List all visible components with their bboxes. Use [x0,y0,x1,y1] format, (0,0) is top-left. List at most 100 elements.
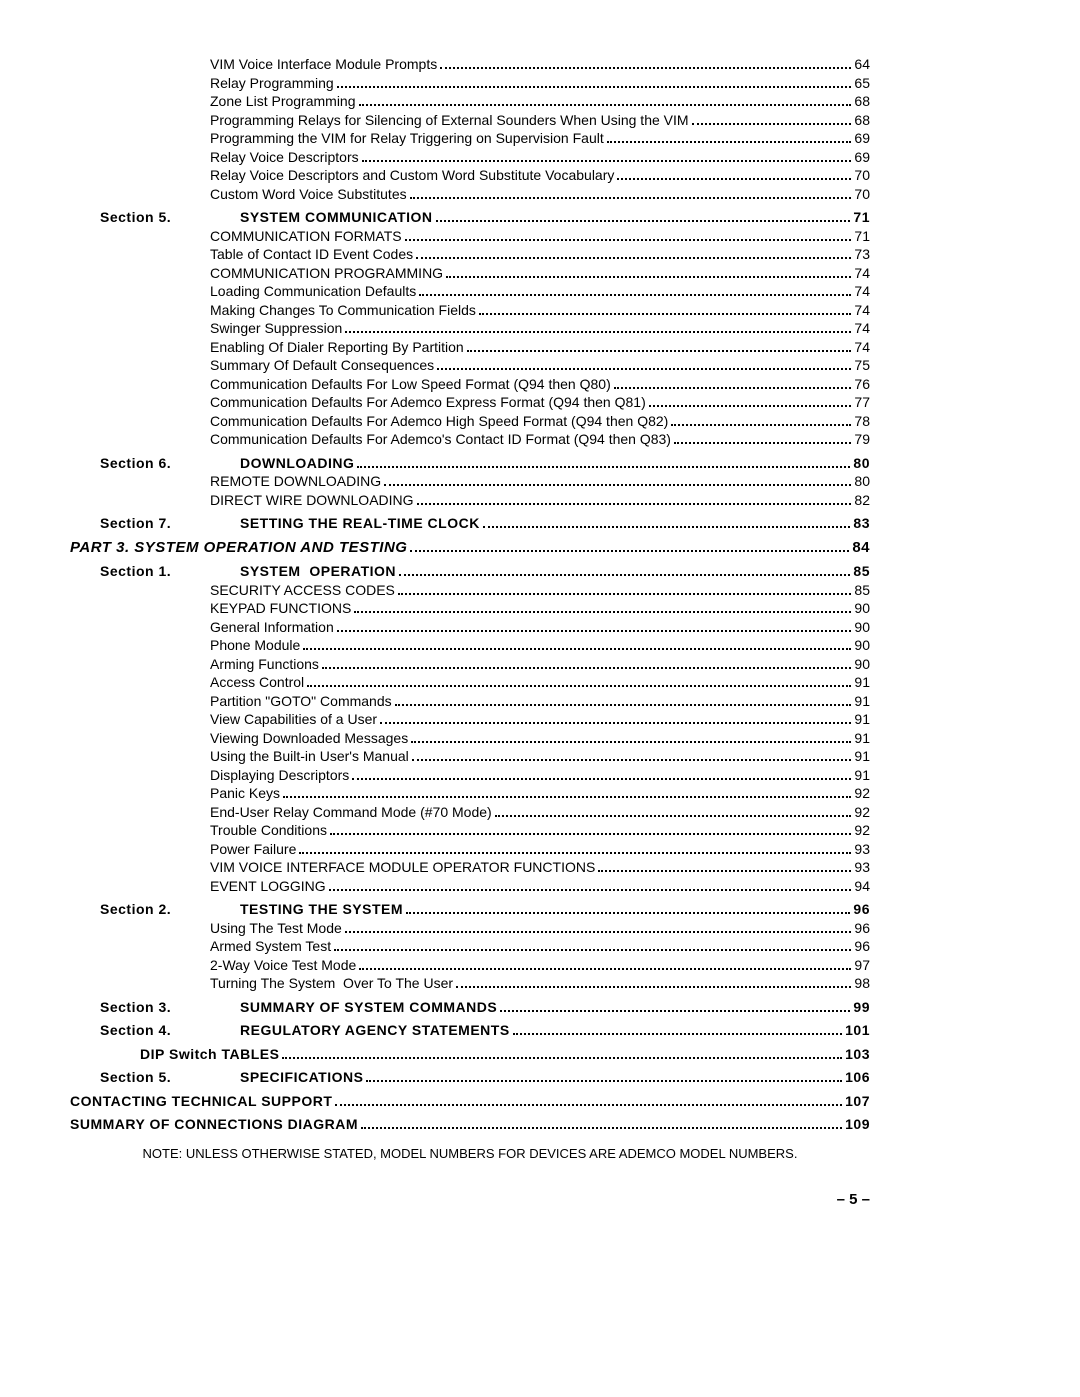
toc-section-label: Section 5. [70,1069,240,1087]
toc-leader-dots [337,86,852,88]
toc-page: 91 [854,674,870,692]
toc-page: 93 [854,859,870,877]
toc-title: VIM VOICE INTERFACE MODULE OPERATOR FUNC… [210,859,595,877]
toc-page: 83 [853,515,870,533]
toc-leader-dots [329,889,852,891]
toc-entry: Table of Contact ID Event Codes 73 [70,246,870,264]
toc-title: Turning The System Over To The User [210,975,453,993]
toc-entry: DIP Switch TABLES103 [70,1046,870,1064]
toc-title: REGULATORY AGENCY STATEMENTS [240,1022,510,1040]
toc-page: 85 [854,582,870,600]
toc-entry: Phone Module90 [70,637,870,655]
toc-title: SUMMARY OF CONNECTIONS DIAGRAM [70,1116,358,1134]
toc-title: Table of Contact ID Event Codes [210,246,413,264]
toc-entry: COMMUNICATION PROGRAMMING74 [70,265,870,283]
toc-entry: Programming Relays for Silencing of Exte… [70,112,870,130]
toc-title: Relay Programming [210,75,334,93]
toc-page: 90 [854,619,870,637]
toc-leader-dots [359,968,851,970]
toc-entry: Power Failure93 [70,841,870,859]
toc-section-label: Section 2. [70,901,240,919]
toc-page: 74 [854,265,870,283]
toc-entry: SUMMARY OF CONNECTIONS DIAGRAM109 [70,1116,870,1134]
toc-entry: Communication Defaults For Ademco High S… [70,413,870,431]
toc-leader-dots [362,160,852,162]
toc-page: 90 [854,637,870,655]
toc-page: 91 [854,730,870,748]
toc-entry: Section 5.SYSTEM COMMUNICATION71 [70,209,870,227]
toc-entry: Loading Communication Defaults74 [70,283,870,301]
toc-title: SPECIFICATIONS [240,1069,363,1087]
toc-page: 99 [853,999,870,1017]
toc-title: SYSTEM OPERATION [240,563,396,581]
toc-page: 107 [845,1093,870,1111]
toc-title: Panic Keys [210,785,280,803]
toc-leader-dots [303,648,851,650]
toc-section-label: Section 5. [70,209,240,227]
toc-leader-dots [337,630,852,632]
toc-page: 80 [854,473,870,491]
toc-title: Programming the VIM for Relay Triggering… [210,130,604,148]
toc-leader-dots [412,759,852,761]
toc-page: 91 [854,748,870,766]
toc-leader-dots [437,368,851,370]
toc-title: General Information [210,619,334,637]
toc-entry: Partition "GOTO" Commands91 [70,693,870,711]
toc-leader-dots [410,550,849,552]
toc-entry: Zone List Programming 68 [70,93,870,111]
toc-leader-dots [354,611,851,613]
toc-title: Using The Test Mode [210,920,342,938]
toc-page: 92 [854,785,870,803]
toc-page: 73 [854,246,870,264]
toc-page: 91 [854,693,870,711]
toc-entry: Relay Programming65 [70,75,870,93]
toc-entry: COMMUNICATION FORMATS71 [70,228,870,246]
toc-entry: Section 5.SPECIFICATIONS 106 [70,1069,870,1087]
toc-entry: Relay Voice Descriptors and Custom Word … [70,167,870,185]
toc-entry: Making Changes To Communication Fields74 [70,302,870,320]
toc-page: 84 [852,539,870,558]
toc-entry: Communication Defaults For Ademco Expres… [70,394,870,412]
toc-page: 96 [854,920,870,938]
toc-leader-dots [334,949,851,951]
toc-entry: Swinger Suppression74 [70,320,870,338]
toc-title: Relay Voice Descriptors and Custom Word … [210,167,614,185]
toc-leader-dots [345,931,852,933]
toc-entry: KEYPAD FUNCTIONS90 [70,600,870,618]
toc-section-label: Section 6. [70,455,240,473]
toc-title: TESTING THE SYSTEM [240,901,403,919]
toc-section-label: Section 3. [70,999,240,1017]
toc-page: 96 [853,901,870,919]
toc-entry: Enabling Of Dialer Reporting By Partitio… [70,339,870,357]
toc-page: 96 [854,938,870,956]
toc-page: 68 [854,93,870,111]
toc-title: Loading Communication Defaults [210,283,416,301]
toc-page: 92 [854,804,870,822]
toc-page: 91 [854,711,870,729]
toc-title: DIRECT WIRE DOWNLOADING [210,492,414,510]
toc-page: 82 [854,492,870,510]
toc-title: SECURITY ACCESS CODES [210,582,395,600]
toc-entry: Summary Of Default Consequences75 [70,357,870,375]
toc-entry: Section 7.SETTING THE REAL-TIME CLOCK83 [70,515,870,533]
toc-entry: 2-Way Voice Test Mode97 [70,957,870,975]
toc-leader-dots [384,484,851,486]
toc-entry: End-User Relay Command Mode (#70 Mode) 92 [70,804,870,822]
toc-title: Relay Voice Descriptors [210,149,359,167]
toc-title: Zone List Programming [210,93,356,111]
toc-title: KEYPAD FUNCTIONS [210,600,351,618]
toc-leader-dots [456,986,851,988]
toc-leader-dots [352,778,851,780]
toc-title: End-User Relay Command Mode (#70 Mode) [210,804,492,822]
toc-page: 94 [854,878,870,896]
toc-page: 74 [854,339,870,357]
toc-leader-dots [357,466,850,468]
toc-entry: Access Control91 [70,674,870,692]
toc-title: Swinger Suppression [210,320,342,338]
toc-title: Making Changes To Communication Fields [210,302,476,320]
toc-leader-dots [398,593,852,595]
toc-page: 106 [845,1069,870,1087]
toc-leader-dots [330,833,851,835]
toc-page: 77 [854,394,870,412]
toc-title: Using the Built-in User's Manual [210,748,409,766]
